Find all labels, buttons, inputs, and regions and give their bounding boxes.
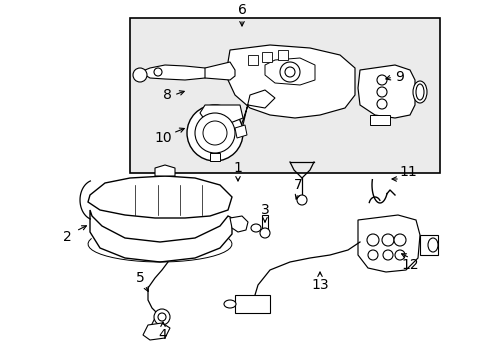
Text: 3: 3 bbox=[260, 203, 269, 217]
Circle shape bbox=[376, 99, 386, 109]
Polygon shape bbox=[357, 65, 414, 118]
Text: 9: 9 bbox=[395, 70, 404, 84]
Text: 10: 10 bbox=[154, 131, 171, 145]
Circle shape bbox=[394, 250, 404, 260]
Polygon shape bbox=[204, 62, 235, 80]
Text: 1: 1 bbox=[233, 161, 242, 175]
Bar bbox=[130, 18, 439, 173]
Polygon shape bbox=[200, 105, 243, 125]
Polygon shape bbox=[229, 216, 247, 232]
Circle shape bbox=[186, 105, 243, 161]
Bar bbox=[235, 295, 269, 313]
Text: 12: 12 bbox=[400, 258, 418, 272]
Polygon shape bbox=[209, 153, 220, 161]
Circle shape bbox=[154, 309, 170, 325]
Circle shape bbox=[393, 234, 405, 246]
Circle shape bbox=[260, 228, 269, 238]
Polygon shape bbox=[262, 52, 271, 62]
Bar bbox=[419, 235, 437, 255]
Ellipse shape bbox=[427, 238, 437, 252]
Circle shape bbox=[382, 250, 392, 260]
Ellipse shape bbox=[412, 81, 426, 103]
Polygon shape bbox=[264, 58, 314, 85]
Circle shape bbox=[296, 195, 306, 205]
Polygon shape bbox=[262, 215, 267, 230]
Polygon shape bbox=[278, 50, 287, 60]
Circle shape bbox=[195, 113, 235, 153]
Circle shape bbox=[376, 87, 386, 97]
Polygon shape bbox=[227, 45, 354, 118]
Circle shape bbox=[154, 68, 162, 76]
Ellipse shape bbox=[250, 224, 261, 232]
Polygon shape bbox=[142, 323, 170, 340]
Polygon shape bbox=[237, 90, 274, 138]
Polygon shape bbox=[247, 55, 258, 65]
Text: 7: 7 bbox=[293, 178, 302, 192]
Circle shape bbox=[366, 234, 378, 246]
Text: 5: 5 bbox=[135, 271, 144, 285]
Text: 6: 6 bbox=[237, 3, 246, 17]
Circle shape bbox=[133, 68, 147, 82]
Polygon shape bbox=[140, 65, 209, 80]
Circle shape bbox=[381, 234, 393, 246]
Circle shape bbox=[367, 250, 377, 260]
Circle shape bbox=[203, 121, 226, 145]
Polygon shape bbox=[235, 125, 246, 138]
Polygon shape bbox=[357, 215, 419, 272]
Polygon shape bbox=[90, 210, 231, 262]
Text: 8: 8 bbox=[162, 88, 171, 102]
Circle shape bbox=[376, 75, 386, 85]
Ellipse shape bbox=[415, 84, 423, 100]
Text: 2: 2 bbox=[62, 230, 71, 244]
Text: 4: 4 bbox=[158, 328, 167, 342]
Text: 13: 13 bbox=[310, 278, 328, 292]
Polygon shape bbox=[155, 165, 175, 176]
Text: 11: 11 bbox=[398, 165, 416, 179]
Circle shape bbox=[158, 313, 165, 321]
Circle shape bbox=[280, 62, 299, 82]
Ellipse shape bbox=[224, 300, 236, 308]
Polygon shape bbox=[369, 115, 389, 125]
Circle shape bbox=[285, 67, 294, 77]
Polygon shape bbox=[88, 176, 231, 218]
